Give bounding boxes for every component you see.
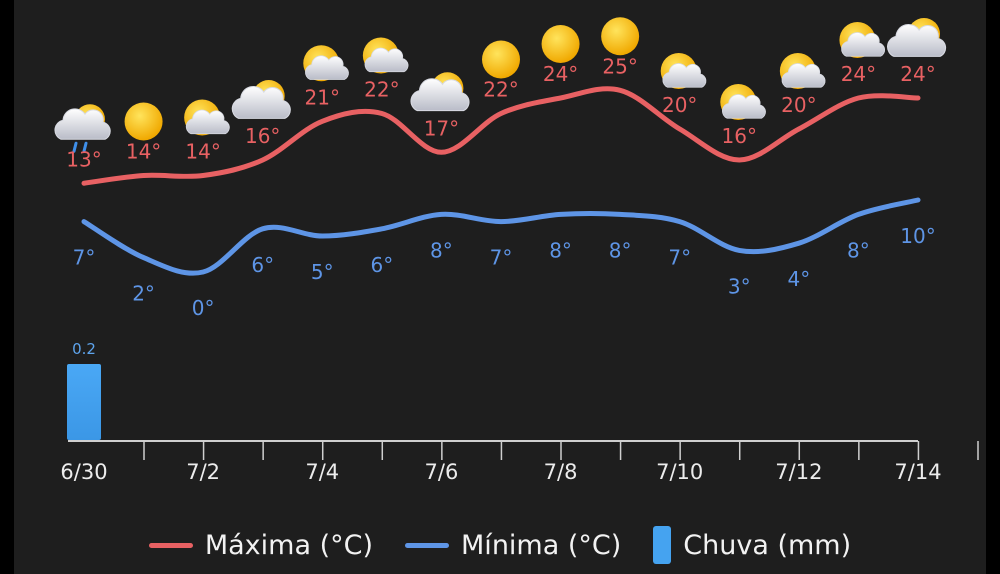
x-tick-label: 7/8 [544,460,578,484]
cloud-shape [54,108,111,140]
legend-swatch-min [405,542,450,548]
min-temp-label: 0° [192,296,215,320]
max-temp-line [81,86,921,186]
cloud-shape [722,94,766,119]
cloud-body [781,63,826,88]
cloud-sun-rain-icon [54,104,111,153]
x-tick-label: 7/4 [305,460,339,484]
cloud-shape [887,24,947,57]
cloud-body [887,24,947,57]
rain-drop [72,141,78,153]
max-temp-label: 13° [66,147,101,171]
min-temp-label: 3° [728,274,751,298]
cloud-body [231,86,291,119]
max-temp-label: 17° [424,116,459,140]
min-temp-label: 6° [370,253,393,277]
legend-swatch-rain [653,526,672,564]
rain-bar [67,364,101,440]
max-temp-label: 22° [483,78,518,102]
sun-cloud-icon [660,53,707,89]
min-temp-label: 4° [787,267,810,291]
max-temp-label: 14° [126,140,161,164]
legend-swatch-max [148,542,193,548]
max-temp-label: 20° [662,93,697,117]
x-tick-label: 6/30 [60,460,107,484]
sun-cloud-icon [779,53,826,89]
cloud-body [185,109,230,135]
min-temp-label: 8° [549,238,572,262]
sun-icon [541,25,580,63]
min-temp-label: 2° [132,282,155,306]
sun-cloud-icon [839,22,886,58]
legend-item-min: Mínima (°C) [405,530,621,561]
x-tick-label: 7/10 [656,460,703,484]
max-temp-label: 21° [305,85,340,109]
sun-icon [482,40,520,79]
min-temp-label: 7° [668,246,691,270]
sun-cloud-icon [362,37,409,74]
max-temp-label: 20° [781,93,816,117]
max-temp-label: 25° [602,54,637,78]
max-temp-label: 24° [900,62,935,86]
cloud-shape [662,63,707,88]
max-temp-label: 16° [245,124,280,148]
cloud-shape [364,47,409,73]
min-temp-label: 8° [847,238,870,262]
sun-cloud-icon [720,84,766,120]
min-temp-label: 6° [251,253,274,277]
min-temp-label: 5° [311,260,334,284]
min-temp-line [81,197,921,276]
cloud-shape [305,55,349,80]
cloud-body [410,78,470,112]
max-temp-label: 14° [185,140,220,164]
legend-label-max: Máxima (°C) [204,529,374,561]
sun-shape [601,17,640,56]
max-temp-label: 24° [543,62,578,86]
sun-shape [124,102,163,141]
min-temp-label: 8° [609,238,632,262]
legend-item-max: Máxima (°C) [148,529,374,561]
sun-icon [124,102,163,141]
rain-bar-label: 0.2 [72,340,96,358]
cloud-body [722,94,766,119]
sun-cloud-icon [303,45,349,82]
chart-legend: Máxima (°C) Mínima (°C) Chuva (mm) [0,522,1000,568]
min-temp-label: 7° [73,246,96,270]
cloud-body [305,55,349,80]
x-tick-label: 7/6 [425,460,459,484]
max-temp-label: 24° [841,62,876,86]
cloud-sun-icon [410,72,470,112]
x-tick-label: 7/14 [894,460,941,484]
sun-cloud-icon [184,99,230,136]
max-temp-label: 16° [722,124,757,148]
cloud-body [54,108,111,140]
min-temp-label: 8° [430,238,453,262]
cloud-sun-icon [231,80,291,119]
legend-label-rain: Chuva (mm) [683,529,852,561]
cloud-shape [781,63,826,88]
cloud-shape [231,86,291,119]
min-temp-label: 7° [490,246,513,270]
x-tick-label: 7/12 [775,460,822,484]
cloud-sun-icon [887,18,947,57]
cloud-shape [185,109,230,135]
max-temp-label: 22° [364,78,399,102]
rain-drop [82,141,88,153]
cloud-shape [841,32,886,57]
legend-item-rain: Chuva (mm) [653,526,851,564]
sun-shape [541,25,580,63]
sun-icon [601,17,640,56]
min-temp-label: 10° [900,224,935,248]
legend-label-min: Mínima (°C) [461,529,622,561]
cloud-body [662,63,707,88]
sun-shape [482,40,520,79]
cloud-shape [410,78,470,112]
cloud-body [841,32,886,57]
cloud-body [364,47,409,73]
x-tick-label: 7/2 [186,460,220,484]
